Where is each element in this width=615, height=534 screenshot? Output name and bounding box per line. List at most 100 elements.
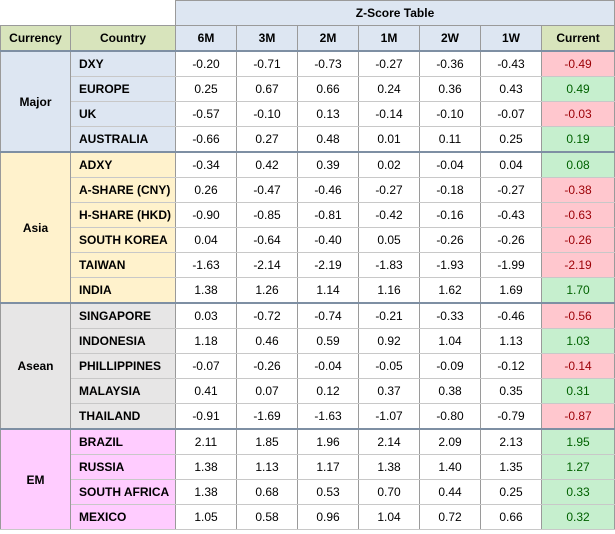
current-cell: 0.33 <box>540 479 615 505</box>
value-cell: -0.66 <box>175 126 237 153</box>
value-cell: -0.04 <box>419 151 481 178</box>
table-title: Z-Score Table <box>174 0 615 26</box>
table-row: A-SHARE (CNY) 0.26 -0.47 -0.46 -0.27 -0.18 -0.… <box>1 177 615 203</box>
country-cell: H-SHARE (HKD) <box>70 202 176 228</box>
value-cell: 0.37 <box>358 378 420 404</box>
value-cell: 1.04 <box>358 504 420 530</box>
value-cell: 0.25 <box>480 126 542 153</box>
country-cell: TAIWAN <box>70 252 176 278</box>
table-row: Asean SINGAPORE 0.03 -0.72 -0.74 -0.21 -0.33 -0… <box>0 302 615 430</box>
current-cell: -0.49 <box>540 50 615 77</box>
value-cell: 0.44 <box>419 479 481 505</box>
value-cell: -2.14 <box>236 252 298 278</box>
country-cell: SOUTH AFRICA <box>70 479 176 505</box>
value-cell: -0.07 <box>175 353 237 379</box>
value-cell: 1.85 <box>236 428 298 455</box>
value-cell: -0.57 <box>175 101 237 127</box>
currency-header: Currency <box>0 25 71 52</box>
group-label: Major <box>0 50 71 153</box>
value-cell: -0.36 <box>419 50 481 77</box>
country-cell: INDIA <box>70 277 176 304</box>
section-em: EM BRAZIL 2.11 1.85 1.96 2.14 2.09 2.13 1.95 RUSS… <box>0 428 615 530</box>
country-cell: RUSSIA <box>70 454 176 480</box>
value-cell: -0.26 <box>419 227 481 253</box>
section-major: Major DXY -0.20 -0.71 -0.73 -0.27 -0.36 -0.43 -0… <box>0 50 615 153</box>
table-row: THAILAND -0.91 -1.69 -1.63 -1.07 -0.80 -0.79 -0… <box>1 403 615 430</box>
value-cell: 1.04 <box>419 328 481 354</box>
value-cell: 0.04 <box>480 151 542 178</box>
value-cell: 0.25 <box>480 479 542 505</box>
table-row: PHILLIPPINES -0.07 -0.26 -0.04 -0.05 -0.09 -0.… <box>1 353 615 379</box>
table-row: SOUTH KOREA 0.04 -0.64 -0.40 0.05 -0.26 -0.26-… <box>1 227 615 253</box>
title-row: Z-Score Table <box>0 0 615 26</box>
table-row: SOUTH AFRICA 1.38 0.68 0.53 0.70 0.44 0.25 0.33 <box>1 479 615 505</box>
value-cell: -0.33 <box>419 302 481 329</box>
country-cell: UK <box>70 101 176 127</box>
value-cell: -0.81 <box>297 202 359 228</box>
title-spacer <box>0 0 176 26</box>
value-cell: -1.07 <box>358 403 420 430</box>
value-cell: 0.07 <box>236 378 298 404</box>
value-cell: -0.74 <box>297 302 359 329</box>
value-cell: -0.10 <box>419 101 481 127</box>
value-cell: -1.63 <box>297 403 359 430</box>
value-cell: -0.21 <box>358 302 420 329</box>
current-cell: -0.56 <box>540 302 615 329</box>
country-cell: BRAZIL <box>70 428 176 455</box>
value-cell: -0.07 <box>480 101 542 127</box>
value-cell: 1.14 <box>297 277 359 304</box>
value-cell: -1.99 <box>480 252 542 278</box>
value-cell: -0.18 <box>419 177 481 203</box>
value-cell: 0.05 <box>358 227 420 253</box>
value-cell: 0.72 <box>419 504 481 530</box>
current-cell: 0.49 <box>540 76 615 102</box>
value-cell: -0.09 <box>419 353 481 379</box>
value-cell: 0.67 <box>236 76 298 102</box>
value-cell: 0.53 <box>297 479 359 505</box>
current-cell: -2.19 <box>540 252 615 278</box>
country-cell: AUSTRALIA <box>70 126 176 153</box>
value-cell: -0.90 <box>175 202 237 228</box>
value-cell: -0.20 <box>175 50 237 77</box>
value-cell: 2.13 <box>480 428 542 455</box>
current-cell: -0.14 <box>540 353 615 379</box>
value-cell: 0.66 <box>480 504 542 530</box>
current-cell: 1.03 <box>540 328 615 354</box>
value-cell: 0.11 <box>419 126 481 153</box>
value-cell: -0.27 <box>358 177 420 203</box>
period-header-1w: 1W <box>480 25 542 52</box>
period-header-2m: 2M <box>297 25 359 52</box>
value-cell: 0.66 <box>297 76 359 102</box>
value-cell: 0.01 <box>358 126 420 153</box>
country-cell: THAILAND <box>70 403 176 430</box>
value-cell: 0.03 <box>175 302 237 329</box>
value-cell: -0.79 <box>480 403 542 430</box>
value-cell: 0.42 <box>236 151 298 178</box>
value-cell: 0.25 <box>175 76 237 102</box>
value-cell: -0.27 <box>480 177 542 203</box>
table-row: MALAYSIA 0.41 0.07 0.12 0.37 0.38 0.35 0.31 <box>1 378 615 404</box>
value-cell: -0.72 <box>236 302 298 329</box>
value-cell: -0.73 <box>297 50 359 77</box>
value-cell: 0.43 <box>480 76 542 102</box>
value-cell: 1.62 <box>419 277 481 304</box>
value-cell: 0.59 <box>297 328 359 354</box>
value-cell: 1.96 <box>297 428 359 455</box>
value-cell: -0.16 <box>419 202 481 228</box>
value-cell: -1.93 <box>419 252 481 278</box>
table-row: H-SHARE (HKD) -0.90 -0.85 -0.81 -0.42 -0.16 -0… <box>1 202 615 228</box>
value-cell: 1.40 <box>419 454 481 480</box>
table-row: INDIA 1.38 1.26 1.14 1.16 1.62 1.69 1.70 <box>1 277 615 304</box>
value-cell: -0.34 <box>175 151 237 178</box>
value-cell: -0.80 <box>419 403 481 430</box>
table-row: UK -0.57 -0.10 0.13 -0.14 -0.10 -0.07 -0.03 <box>1 101 615 127</box>
value-cell: 0.27 <box>236 126 298 153</box>
value-cell: 0.48 <box>297 126 359 153</box>
current-cell: -0.03 <box>540 101 615 127</box>
current-cell: 1.70 <box>540 277 615 304</box>
value-cell: -0.14 <box>358 101 420 127</box>
value-cell: 1.17 <box>297 454 359 480</box>
country-cell: ADXY <box>70 151 176 178</box>
group-label: Asia <box>0 151 71 304</box>
